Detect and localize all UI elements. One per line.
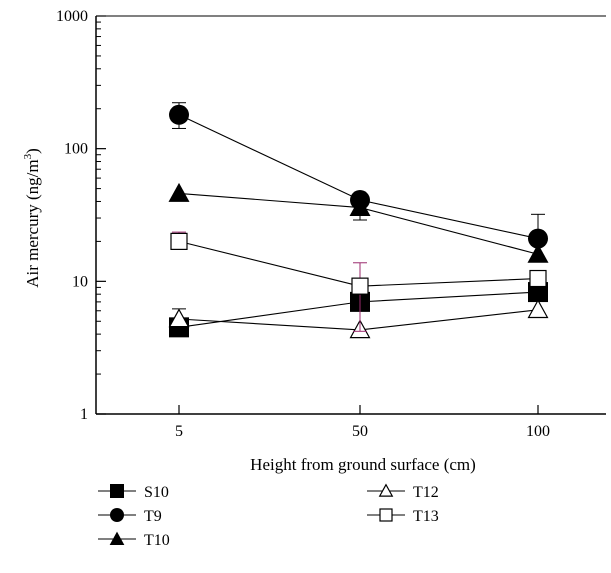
data-point: [528, 228, 548, 249]
y-axis-label: Air mercury (ng/m3): [22, 148, 42, 288]
legend-marker: [110, 484, 124, 498]
x-axis-label: Height from ground surface (cm): [250, 455, 476, 474]
legend-item-t10: T10: [98, 531, 170, 549]
data-point: [527, 299, 549, 319]
data-point: [168, 182, 190, 202]
series-layer: [168, 102, 549, 339]
legend-marker: [109, 531, 125, 545]
legend-label: T9: [144, 508, 162, 525]
x-tick-label: 100: [526, 423, 550, 440]
legend-marker: [378, 483, 394, 497]
legend-label: T12: [413, 484, 439, 501]
x-tick-label: 5: [175, 423, 183, 440]
legend-item-t13: T13: [367, 508, 439, 525]
y-axis-label-sup: 3: [22, 153, 34, 159]
legend-item-t9: T9: [98, 508, 162, 525]
y-tick-label: 1000: [56, 8, 88, 25]
legend-marker: [110, 508, 124, 522]
data-point: [169, 104, 189, 125]
legend-label: S10: [144, 484, 169, 501]
legend-item-s10: S10: [98, 484, 169, 501]
data-point: [349, 197, 371, 217]
legend-marker: [379, 508, 393, 522]
y-tick-label: 1: [80, 406, 88, 423]
legend-label: T10: [144, 532, 170, 549]
data-point: [527, 243, 549, 263]
data-point: [170, 232, 188, 250]
x-tick-label: 50: [352, 423, 368, 440]
series-t13: [170, 231, 547, 332]
y-tick-label: 10: [72, 273, 88, 290]
series-t10: [168, 182, 549, 263]
legend-item-t12: T12: [367, 483, 439, 501]
data-point: [168, 308, 190, 328]
series-t9: [169, 102, 548, 249]
y-axis-label-main: Air mercury (ng/m: [23, 159, 42, 287]
y-tick-label: 100: [64, 141, 88, 158]
y-axis-label-end: ): [23, 148, 42, 154]
legend-label: T13: [413, 508, 439, 525]
data-point: [351, 277, 369, 295]
legend: S10 T9 T10 T12 T13: [98, 483, 439, 549]
data-point: [529, 269, 547, 288]
